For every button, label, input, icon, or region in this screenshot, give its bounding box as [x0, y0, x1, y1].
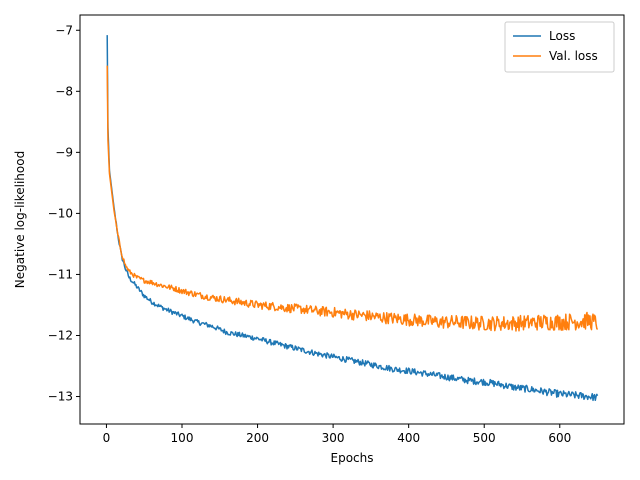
- legend-box: [504, 21, 615, 73]
- legend-label: Loss: [549, 29, 575, 43]
- x-tick-label: 200: [246, 431, 269, 445]
- y-tick-label: −10: [48, 206, 73, 220]
- x-tick-label: 0: [103, 431, 111, 445]
- x-tick-label: 500: [473, 431, 496, 445]
- series-line-val-loss: [106, 65, 599, 332]
- y-tick-label: −8: [55, 84, 73, 98]
- axes: 0 100 200 300 400 500 600 −7 −8 −9 −10 −11 −12 −13 Epo…: [13, 14, 625, 465]
- series-line-loss: [106, 35, 599, 402]
- x-tick-label: 400: [397, 431, 420, 445]
- plot-frame: [79, 14, 625, 425]
- legend-label: Val. loss: [549, 49, 598, 63]
- x-tick-label: 300: [322, 431, 345, 445]
- y-axis-label: Negative log-likelihood: [13, 151, 27, 288]
- y-tick-label: −7: [55, 23, 73, 37]
- y-tick-label: −13: [48, 390, 73, 404]
- y-tick-label: −12: [48, 328, 73, 342]
- plot-area: [106, 35, 599, 402]
- x-axis-label: Epochs: [331, 451, 374, 465]
- y-tick-label: −9: [55, 145, 73, 159]
- x-tick-label: 100: [171, 431, 194, 445]
- y-tick-label: −11: [48, 267, 73, 281]
- legend: Loss Val. loss: [504, 21, 615, 73]
- x-tick-label: 600: [548, 431, 571, 445]
